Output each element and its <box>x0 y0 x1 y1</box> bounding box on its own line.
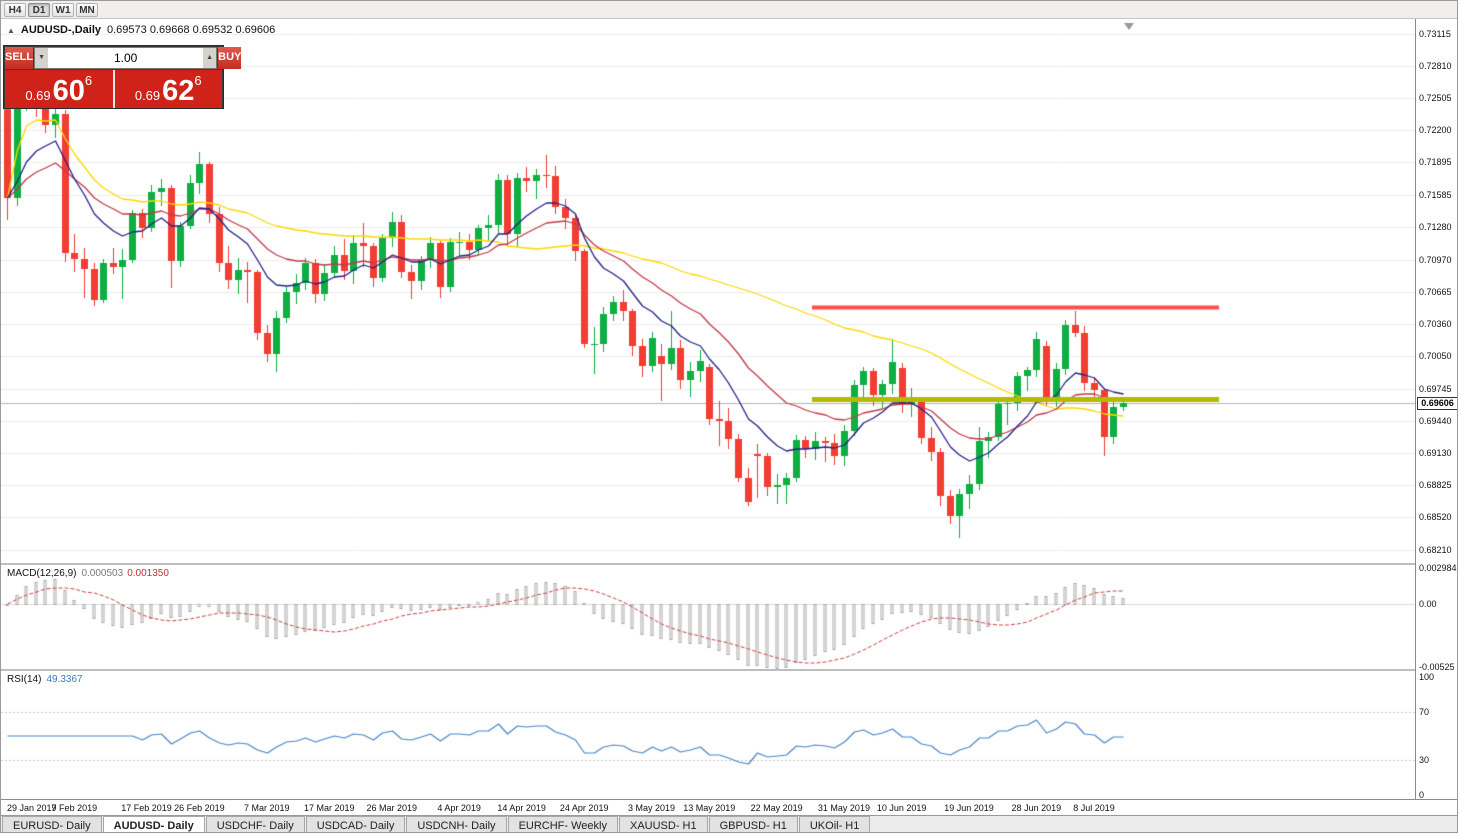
price-axis-label: 0.69440 <box>1419 416 1452 426</box>
chart-tab-audusd-daily[interactable]: AUDUSD- Daily <box>102 816 205 832</box>
timeframe-button-w1[interactable]: W1 <box>52 2 74 17</box>
date-axis-label: 19 Jun 2019 <box>944 803 994 813</box>
timeframe-button-d1[interactable]: D1 <box>28 2 50 17</box>
date-axis-label: 28 Jun 2019 <box>1011 803 1062 813</box>
rsi-axis-label: 70 <box>1419 707 1430 717</box>
date-axis-label: 26 Feb 2019 <box>174 803 225 813</box>
macd-axis-label: 0.002984 <box>1419 563 1457 573</box>
timeframe-button-h4[interactable]: H4 <box>4 2 26 17</box>
macd-value: 0.000503 <box>81 568 124 579</box>
rsi-axis-label: 100 <box>1419 672 1435 682</box>
price-axis-label: 0.72200 <box>1419 125 1452 135</box>
symbol-period-label: AUDUSD-,Daily <box>20 24 101 36</box>
price-axis-label: 0.68825 <box>1419 480 1452 490</box>
price-axis-label: 0.71585 <box>1419 190 1452 200</box>
price-axis-label: 0.72505 <box>1419 93 1452 103</box>
price-axis-label: 0.73115 <box>1419 29 1451 39</box>
volume-input[interactable] <box>48 48 204 68</box>
price-axis-label: 0.69745 <box>1419 384 1452 394</box>
price-axis-label: 0.71895 <box>1419 157 1452 167</box>
macd-axis-label: -0.00525 <box>1419 662 1455 672</box>
macd-canvas[interactable] <box>1 565 1415 669</box>
date-axis-label: 17 Mar 2019 <box>303 803 355 813</box>
trade-panel-top-row: SELL ▼ ▲ BUY <box>5 47 242 69</box>
chart-tab-ukoil-h1[interactable]: UKOil- H1 <box>798 816 871 832</box>
buy-price-display[interactable]: 0.69 62 6 <box>114 70 222 108</box>
date-axis-label: 10 Jun 2019 <box>876 803 927 813</box>
macd-axis-label: 0.00 <box>1419 599 1437 609</box>
date-axis-label: 8 Jul 2019 <box>1073 803 1115 813</box>
price-axis-label: 0.68210 <box>1419 545 1452 555</box>
one-click-panel-toggle-icon[interactable]: ▲ <box>7 25 15 35</box>
price-axis-label: 0.70050 <box>1419 351 1452 361</box>
date-axis-label: 7 Mar 2019 <box>243 803 290 813</box>
date-axis-label: 3 May 2019 <box>628 803 676 813</box>
date-axis-label: 13 May 2019 <box>683 803 736 813</box>
price-axis-label: 0.69130 <box>1419 448 1452 458</box>
date-axis-label: 22 May 2019 <box>750 803 803 813</box>
chart-tab-eurusd-daily[interactable]: EURUSD- Daily <box>2 816 102 832</box>
rsi-name: RSI(14) <box>7 674 42 685</box>
volume-control: ▼ ▲ <box>34 47 218 69</box>
price-axis[interactable]: 0.73115 0.72810 0.72505 0.72200 0.71895 0.715… <box>1415 19 1457 800</box>
price-axis-label: 0.71280 <box>1419 222 1452 232</box>
price-chart-canvas[interactable] <box>1 19 1415 563</box>
macd-name: MACD(12,26,9) <box>7 568 77 579</box>
panel-separator[interactable] <box>1 563 1457 565</box>
rsi-canvas[interactable] <box>1 671 1415 799</box>
date-axis-label: 17 Feb 2019 <box>121 803 172 813</box>
buy-price-pipette: 6 <box>194 73 202 88</box>
sell-price-pips: 60 <box>52 75 85 107</box>
chart-tab-bar: EURUSD- Daily AUDUSD- Daily USDCHF- Daily U… <box>1 815 1457 832</box>
date-axis-label: 29 Jan 2019 <box>7 803 57 813</box>
date-axis[interactable]: 29 Jan 2019 7 Feb 2019 17 Feb 2019 26 Feb 2… <box>1 799 1457 815</box>
rsi-axis-label: 30 <box>1419 755 1430 765</box>
date-axis-label: 26 Mar 2019 <box>366 803 418 813</box>
sell-button[interactable]: SELL <box>5 47 34 69</box>
chart-tab-usdchf-daily[interactable]: USDCHF- Daily <box>205 816 305 832</box>
buy-price-pips: 62 <box>162 75 195 107</box>
macd-signal-value: 0.001350 <box>127 568 169 579</box>
price-axis-label: 0.68520 <box>1419 512 1452 522</box>
date-axis-label: 4 Apr 2019 <box>437 803 481 813</box>
chart-tab-gbpusd-h1[interactable]: GBPUSD- H1 <box>708 816 798 832</box>
macd-label: MACD(12,26,9) 0.000503 0.001350 <box>7 568 169 579</box>
macd-panel[interactable]: MACD(12,26,9) 0.000503 0.001350 <box>1 565 1415 669</box>
current-price-tag: 0.69606 <box>1417 397 1457 410</box>
timeframe-button-mn[interactable]: MN <box>76 2 98 17</box>
price-axis-label: 0.70665 <box>1419 287 1452 297</box>
chart-tab-usdcad-daily[interactable]: USDCAD- Daily <box>305 816 406 832</box>
main-chart-panel[interactable]: ▲ AUDUSD-,Daily 0.69573 0.69668 0.69532 … <box>1 19 1415 563</box>
chart-header: ▲ AUDUSD-,Daily 0.69573 0.69668 0.69532 … <box>7 24 275 36</box>
date-axis-label: 7 Feb 2019 <box>51 803 98 813</box>
buy-button[interactable]: BUY <box>218 47 242 69</box>
trade-panel-price-row: 0.69 60 6 0.69 62 6 <box>5 70 222 108</box>
rsi-axis-label: 0 <box>1419 790 1425 800</box>
chart-workspace: ▲ AUDUSD-,Daily 0.69573 0.69668 0.69532 … <box>1 19 1457 815</box>
rsi-label: RSI(14) 49.3367 <box>7 674 83 685</box>
price-axis-label: 0.70970 <box>1419 255 1452 265</box>
date-axis-label: 24 Apr 2019 <box>559 803 609 813</box>
buy-price-prefix: 0.69 <box>134 88 161 103</box>
date-axis-label: 31 May 2019 <box>817 803 870 813</box>
sell-price-prefix: 0.69 <box>25 88 51 103</box>
rsi-value: 49.3367 <box>46 674 83 685</box>
chart-tab-eurchf-weekly[interactable]: EURCHF- Weekly <box>507 816 618 832</box>
timeframe-toolbar: H4 D1 W1 MN <box>1 1 1457 19</box>
price-axis-label: 0.72810 <box>1419 61 1452 71</box>
panel-separator[interactable] <box>1 669 1457 671</box>
ohlc-values: 0.69573 0.69668 0.69532 0.69606 <box>107 24 276 36</box>
rsi-panel[interactable]: RSI(14) 49.3367 <box>1 671 1415 799</box>
sell-price-pipette: 6 <box>84 73 93 88</box>
chart-tab-xauusd-h1[interactable]: XAUUSD- H1 <box>618 816 708 832</box>
chart-tab-usdcnh-daily[interactable]: USDCNH- Daily <box>406 816 507 832</box>
sell-price-display[interactable]: 0.69 60 6 <box>5 70 115 108</box>
price-axis-label: 0.70360 <box>1419 319 1452 329</box>
date-axis-label: 14 Apr 2019 <box>497 803 546 813</box>
volume-decrease-icon[interactable]: ▼ <box>35 48 49 68</box>
volume-increase-icon[interactable]: ▲ <box>203 48 217 68</box>
